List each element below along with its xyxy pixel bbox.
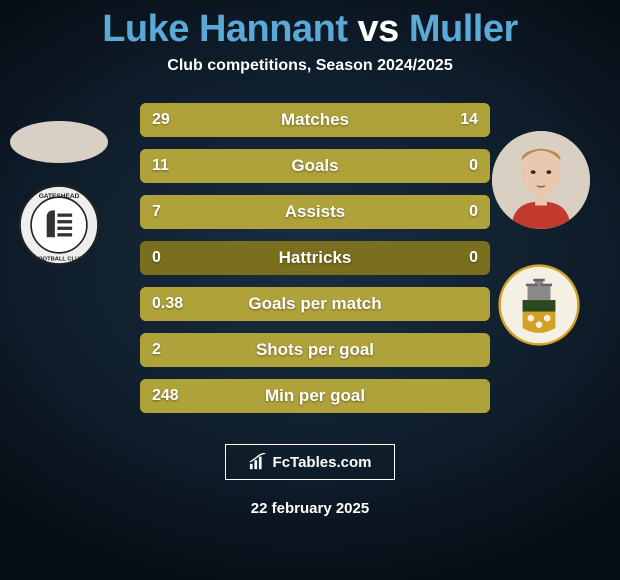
- stat-label: Goals: [140, 156, 490, 176]
- stat-row: Goals11 0: [140, 149, 490, 183]
- stat-label: Assists: [140, 202, 490, 222]
- stat-label: Goals per match: [140, 294, 490, 314]
- player1-photo: [10, 121, 108, 163]
- stat-value-left: 11: [152, 157, 169, 175]
- svg-text:FOOTBALL CLUB: FOOTBALL CLUB: [35, 256, 84, 262]
- stat-row: Hattricks0 0: [140, 241, 490, 275]
- stat-value-left: 7: [152, 203, 161, 221]
- sutton-badge-icon: [498, 264, 580, 346]
- stat-row: Assists7 0: [140, 195, 490, 229]
- stat-label: Hattricks: [140, 248, 490, 268]
- player2-photo: [492, 131, 590, 229]
- stat-label: Shots per goal: [140, 340, 490, 360]
- subtitle: Club competitions, Season 2024/2025: [0, 57, 620, 75]
- stat-value-right: 0: [469, 249, 478, 267]
- stat-rows: Matches2914Goals110Assists70Hattricks00G…: [140, 103, 490, 425]
- stat-value-left: 0: [152, 249, 161, 267]
- stat-value-right: 0: [469, 157, 478, 175]
- stat-row: Min per goal248: [140, 379, 490, 413]
- stat-value-left: 0.38: [152, 295, 183, 313]
- stat-row: Goals per match0.38: [140, 287, 490, 321]
- stat-value-left: 248: [152, 387, 179, 405]
- stat-value-right: 0: [469, 203, 478, 221]
- stat-value-right: 14: [460, 111, 478, 129]
- stat-label: Matches: [140, 110, 490, 130]
- svg-text:GATESHEAD: GATESHEAD: [39, 193, 80, 200]
- title-player2: Muller: [409, 8, 518, 50]
- brand-text: FcTables.com: [273, 454, 372, 471]
- stat-value-left: 29: [152, 111, 170, 129]
- title-player1: Luke Hannant: [102, 8, 347, 50]
- fctables-logo: FcTables.com: [225, 444, 395, 480]
- title-vs: vs: [347, 8, 408, 50]
- stat-row: Shots per goal2: [140, 333, 490, 367]
- stat-value-left: 2: [152, 341, 161, 359]
- chart-icon: [249, 453, 267, 471]
- page-title: Luke Hannant vs Muller: [0, 0, 620, 51]
- gateshead-badge-icon: GATESHEAD FOOTBALL CLUB: [18, 184, 100, 266]
- stat-label: Min per goal: [140, 386, 490, 406]
- footer-date: 22 february 2025: [251, 500, 369, 517]
- comparison-infographic: Luke Hannant vs Muller Club competitions…: [0, 0, 620, 580]
- stat-row: Matches29 14: [140, 103, 490, 137]
